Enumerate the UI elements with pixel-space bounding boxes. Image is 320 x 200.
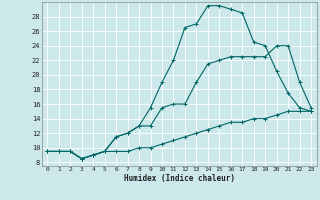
X-axis label: Humidex (Indice chaleur): Humidex (Indice chaleur) — [124, 174, 235, 183]
